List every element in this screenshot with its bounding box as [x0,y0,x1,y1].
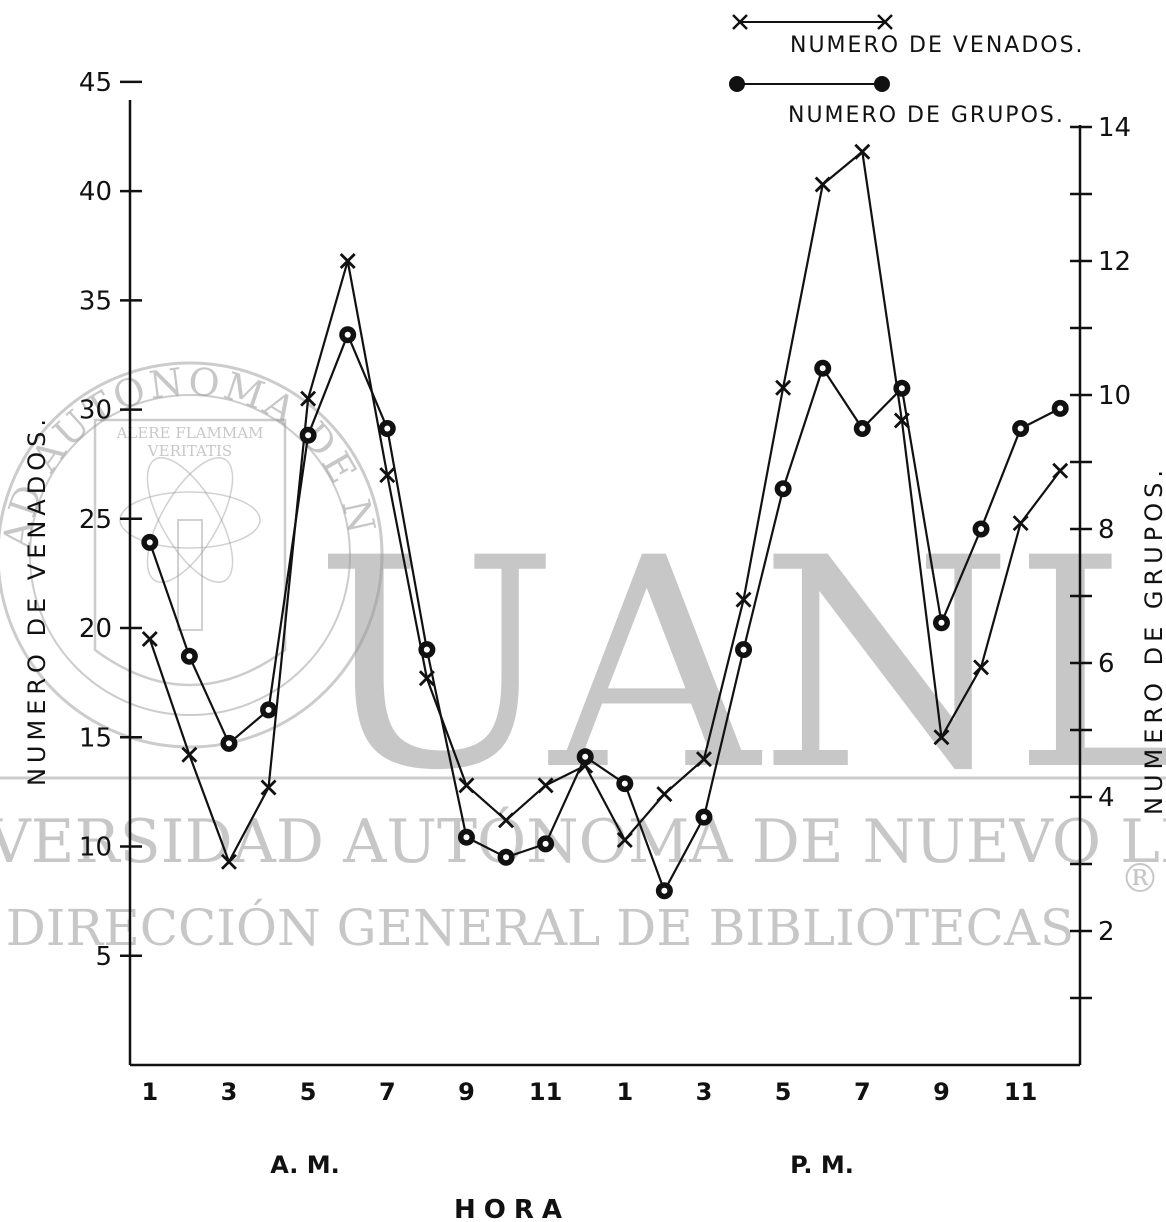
legend-venados: NUMERO DE VENADOS. [732,14,1085,58]
grupos-point-center [859,425,866,432]
x-tick-label: 11 [529,1078,562,1106]
legend: NUMERO DE VENADOS. NUMERO DE GRUPOS. [729,14,1085,128]
grupos-point-center [463,834,470,841]
series-grupos [141,326,1069,900]
grupos-point-center [384,425,391,432]
left-tick-label: 35 [79,286,112,316]
legend-grupos-label: NUMERO DE GRUPOS. [788,103,1065,128]
grupos-point-center [740,646,747,653]
grupos-point-center [542,840,549,847]
left-tick-label: 15 [79,723,112,753]
left-tick-label: 5 [95,942,112,972]
venados-point [260,779,277,796]
grupos-point-center [503,854,510,861]
venados-point [379,467,396,484]
left-tick-label: 10 [79,833,112,863]
right-tick-label: 6 [1098,649,1115,679]
left-axis-title: NUMERO DE VENADOS. [23,414,51,786]
venados-point [537,777,554,794]
grupos-point-center [780,485,787,492]
right-tick-label: 2 [1098,917,1115,947]
venados-point [141,630,158,647]
left-tick-label: 45 [79,68,112,98]
registered-mark: ® [1120,856,1160,902]
grupos-point-center [700,814,707,821]
x-tick-label: 7 [379,1078,396,1106]
venados-point [616,831,633,848]
grupos-point-center [621,780,628,787]
grupos-point-center [186,653,193,660]
x-tick-label: 11 [1004,1078,1037,1106]
left-tick-label: 40 [79,177,112,207]
left-tick-label: 30 [79,396,112,426]
grupos-point-center [819,365,826,372]
legend-venados-label: NUMERO DE VENADOS. [790,33,1085,58]
grupos-point-center [938,619,945,626]
x-tick-label: 3 [696,1078,713,1106]
venados-point [498,812,515,829]
x-tick-label: 1 [141,1078,158,1106]
x-tick-label: 1 [616,1078,633,1106]
series-venados [141,143,1069,870]
x-tick-label: 5 [300,1078,317,1106]
venados-point [973,659,990,676]
right-tick-label: 10 [1098,381,1131,411]
legend-grupos: NUMERO DE GRUPOS. [729,76,1065,128]
grupos-point-center [898,385,905,392]
grupos-point-center [305,432,312,439]
x-tick-label: 9 [933,1078,950,1106]
venados-point [300,390,317,407]
venados-point [656,786,673,803]
watermark-direction: DIRECCIÓN GENERAL DE BIBLIOTECAS [6,898,1075,957]
grupos-point-center [265,706,272,713]
watermark-university: UNIVERSIDAD AUTÓNOMA DE NUEVO LEÓN [0,805,1166,877]
seal-motto-line1: ALERE FLAMMAM [116,424,264,442]
grupos-point-center [978,526,985,532]
right-axis-title: NUMERO DE GRUPOS. [1140,465,1166,815]
venados-point [339,253,356,269]
right-tick-label: 8 [1098,515,1115,545]
venados-point [854,143,871,160]
right-tick-label: 4 [1098,783,1115,813]
grupos-point-center [344,331,351,338]
grupos-point-center [1017,425,1024,432]
left-ticks: 5 10 15 20 25 30 35 40 45 [79,68,142,972]
x-tick-label: 5 [775,1078,792,1106]
right-ticks: 2 4 6 8 10 12 14 [1070,113,1131,1000]
am-label: A. M. [270,1151,340,1179]
grupos-point-center [1057,405,1064,412]
venados-point [1012,515,1029,532]
seal-motto-line2: VERITATIS [147,442,232,460]
venados-point [181,746,198,763]
series-grupos-line [148,331,1061,894]
right-tick-label: 12 [1098,247,1131,277]
venados-point [735,591,752,608]
x-ticks: 1 3 5 7 9 11 1 3 5 7 9 11 [141,1078,1037,1106]
venados-point [695,751,712,768]
venados-point [458,777,475,794]
venados-point [1052,462,1069,479]
x-tick-label: 3 [221,1078,238,1106]
left-tick-label: 20 [79,614,112,644]
venados-point [933,729,950,746]
venados-point [814,176,831,193]
x-tick-label: 7 [854,1078,871,1106]
grupos-point-center [661,887,668,894]
grupos-point-center [225,740,232,747]
venados-point [775,379,792,396]
series-venados-line [148,149,1062,865]
x-tick-label: 9 [458,1078,475,1106]
seal-ring-text: UNIVERSIDAD AUTONOMA DE NUEVO LEON [0,0,381,552]
venados-point [220,853,237,870]
grupos-point-center [146,539,153,546]
pm-label: P. M. [790,1151,854,1179]
left-tick-label: 25 [79,505,112,535]
x-axis-title: HORA [454,1195,570,1222]
right-tick-label: 14 [1098,113,1131,143]
library-watermark: ALERE FLAMMAM VERITATIS UNIVERSIDAD AUTO… [0,0,1166,957]
svg-text:UNIVERSIDAD AUTONOMA DE NUEVO: UNIVERSIDAD AUTONOMA DE NUEVO LEON [0,0,384,552]
grupos-point-center [423,646,430,653]
grupos-point-center [582,753,589,760]
